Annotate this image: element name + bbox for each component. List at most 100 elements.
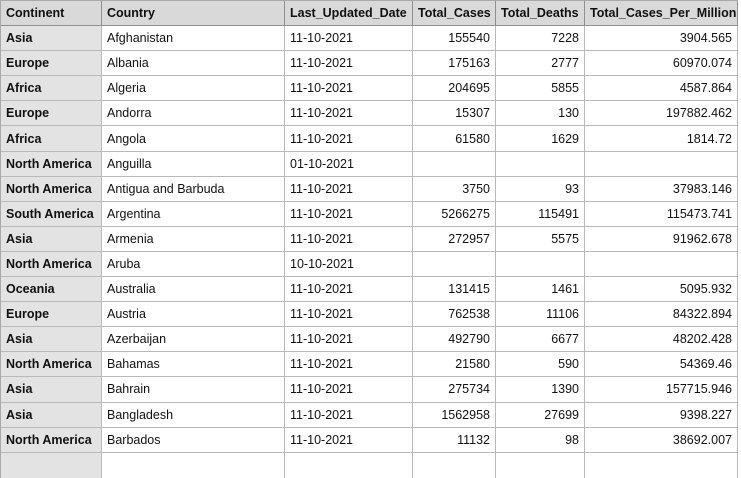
cell-continent[interactable]: North America (1, 352, 102, 378)
cell-continent[interactable]: Asia (1, 327, 102, 353)
cell-total-deaths[interactable]: 27699 (496, 402, 585, 428)
cell-country[interactable]: Bahamas (102, 352, 285, 378)
cell-total-cases[interactable]: 272957 (413, 226, 496, 252)
cell-total-deaths[interactable]: 11106 (496, 302, 585, 328)
cell-last-updated-date[interactable]: 11-10-2021 (285, 427, 413, 453)
cell-total-cases-per-million[interactable]: 91962.678 (585, 226, 738, 252)
cell-empty[interactable] (1, 452, 102, 478)
cell-total-cases-per-million[interactable]: 197882.462 (585, 101, 738, 127)
cell-last-updated-date[interactable]: 11-10-2021 (285, 377, 413, 403)
cell-total-cases[interactable]: 21580 (413, 352, 496, 378)
cell-empty[interactable] (413, 452, 496, 478)
cell-continent[interactable]: Europe (1, 51, 102, 77)
cell-continent[interactable]: Asia (1, 377, 102, 403)
cell-total-cases[interactable]: 61580 (413, 126, 496, 152)
cell-total-cases-per-million[interactable]: 54369.46 (585, 352, 738, 378)
cell-total-deaths[interactable]: 98 (496, 427, 585, 453)
cell-empty[interactable] (496, 452, 585, 478)
cell-continent[interactable]: Africa (1, 126, 102, 152)
header-last-updated-date[interactable]: Last_Updated_Date (285, 1, 413, 27)
cell-total-cases[interactable]: 15307 (413, 101, 496, 127)
cell-country[interactable]: Armenia (102, 226, 285, 252)
cell-last-updated-date[interactable]: 11-10-2021 (285, 302, 413, 328)
cell-total-deaths[interactable]: 1461 (496, 277, 585, 303)
cell-last-updated-date[interactable]: 11-10-2021 (285, 226, 413, 252)
cell-total-deaths[interactable]: 1390 (496, 377, 585, 403)
cell-total-cases[interactable]: 5266275 (413, 201, 496, 227)
cell-total-cases[interactable]: 204695 (413, 76, 496, 102)
cell-last-updated-date[interactable]: 11-10-2021 (285, 76, 413, 102)
header-total-cases[interactable]: Total_Cases (413, 1, 496, 27)
cell-total-cases[interactable]: 11132 (413, 427, 496, 453)
cell-empty[interactable] (285, 452, 413, 478)
cell-total-cases-per-million[interactable]: 37983.146 (585, 176, 738, 202)
cell-country[interactable]: Antigua and Barbuda (102, 176, 285, 202)
header-total-cases-per-million[interactable]: Total_Cases_Per_Million (585, 1, 738, 27)
cell-total-deaths[interactable]: 115491 (496, 201, 585, 227)
header-continent[interactable]: Continent (1, 1, 102, 27)
cell-last-updated-date[interactable]: 11-10-2021 (285, 277, 413, 303)
cell-empty[interactable] (585, 452, 738, 478)
cell-total-cases[interactable] (413, 251, 496, 278)
cell-total-cases[interactable]: 492790 (413, 327, 496, 353)
cell-last-updated-date[interactable]: 11-10-2021 (285, 402, 413, 428)
cell-last-updated-date[interactable]: 11-10-2021 (285, 126, 413, 152)
cell-continent[interactable]: Asia (1, 226, 102, 252)
cell-total-cases[interactable] (413, 151, 496, 177)
cell-country[interactable]: Australia (102, 277, 285, 303)
cell-country[interactable]: Andorra (102, 101, 285, 127)
cell-total-cases-per-million[interactable]: 84322.894 (585, 302, 738, 328)
cell-country[interactable]: Bangladesh (102, 402, 285, 428)
cell-country[interactable]: Albania (102, 51, 285, 77)
header-total-deaths[interactable]: Total_Deaths (496, 1, 585, 27)
cell-total-deaths[interactable]: 5855 (496, 76, 585, 102)
cell-last-updated-date[interactable]: 10-10-2021 (285, 251, 413, 278)
cell-total-deaths[interactable]: 5575 (496, 226, 585, 252)
cell-continent[interactable]: South America (1, 201, 102, 227)
cell-last-updated-date[interactable]: 11-10-2021 (285, 51, 413, 77)
cell-last-updated-date[interactable]: 11-10-2021 (285, 327, 413, 353)
cell-total-cases-per-million[interactable]: 115473.741 (585, 201, 738, 227)
cell-continent[interactable]: North America (1, 427, 102, 453)
cell-total-deaths[interactable] (496, 151, 585, 177)
header-country[interactable]: Country (102, 1, 285, 27)
cell-last-updated-date[interactable]: 11-10-2021 (285, 101, 413, 127)
cell-total-cases[interactable]: 175163 (413, 51, 496, 77)
cell-total-cases-per-million[interactable]: 38692.007 (585, 427, 738, 453)
cell-continent[interactable]: Oceania (1, 277, 102, 303)
cell-total-cases[interactable]: 131415 (413, 277, 496, 303)
cell-country[interactable]: Bahrain (102, 377, 285, 403)
cell-total-cases-per-million[interactable]: 4587.864 (585, 76, 738, 102)
cell-last-updated-date[interactable]: 01-10-2021 (285, 151, 413, 177)
cell-total-cases[interactable]: 762538 (413, 302, 496, 328)
cell-total-deaths[interactable]: 2777 (496, 51, 585, 77)
cell-total-cases[interactable]: 155540 (413, 26, 496, 52)
cell-last-updated-date[interactable]: 11-10-2021 (285, 201, 413, 227)
cell-total-cases[interactable]: 275734 (413, 377, 496, 403)
cell-total-deaths[interactable] (496, 251, 585, 278)
cell-country[interactable]: Argentina (102, 201, 285, 227)
cell-total-cases-per-million[interactable]: 48202.428 (585, 327, 738, 353)
cell-continent[interactable]: Europe (1, 101, 102, 127)
cell-continent[interactable]: North America (1, 151, 102, 177)
cell-country[interactable]: Austria (102, 302, 285, 328)
cell-total-deaths[interactable]: 590 (496, 352, 585, 378)
cell-continent[interactable]: North America (1, 251, 102, 278)
cell-continent[interactable]: North America (1, 176, 102, 202)
cell-last-updated-date[interactable]: 11-10-2021 (285, 176, 413, 202)
cell-continent[interactable]: Europe (1, 302, 102, 328)
cell-last-updated-date[interactable]: 11-10-2021 (285, 352, 413, 378)
cell-total-deaths[interactable]: 93 (496, 176, 585, 202)
cell-total-cases-per-million[interactable]: 60970.074 (585, 51, 738, 77)
cell-total-deaths[interactable]: 1629 (496, 126, 585, 152)
cell-country[interactable]: Algeria (102, 76, 285, 102)
cell-country[interactable]: Aruba (102, 251, 285, 278)
cell-total-deaths[interactable]: 7228 (496, 26, 585, 52)
cell-country[interactable]: Anguilla (102, 151, 285, 177)
cell-continent[interactable]: Africa (1, 76, 102, 102)
cell-total-cases-per-million[interactable] (585, 251, 738, 278)
cell-country[interactable]: Angola (102, 126, 285, 152)
cell-total-cases-per-million[interactable]: 3904.565 (585, 26, 738, 52)
cell-last-updated-date[interactable]: 11-10-2021 (285, 26, 413, 52)
cell-continent[interactable]: Asia (1, 26, 102, 52)
